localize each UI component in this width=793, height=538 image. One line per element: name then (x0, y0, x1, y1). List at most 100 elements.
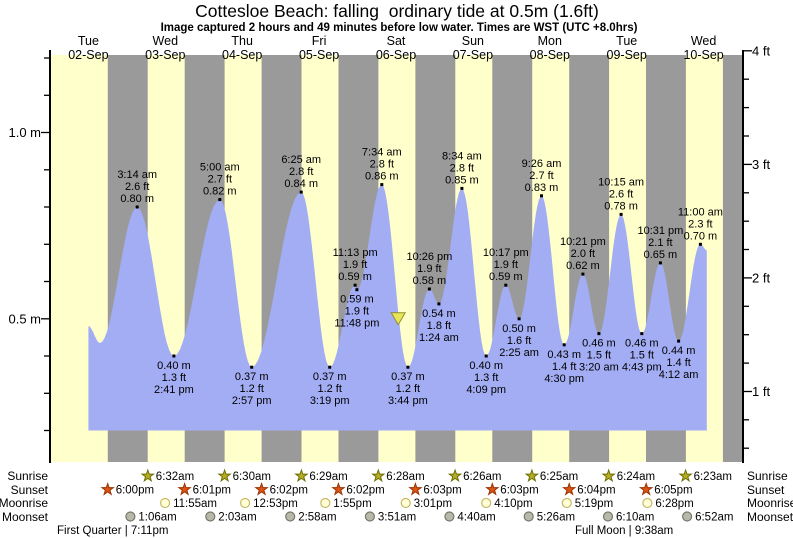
current-tide-marker (390, 312, 407, 326)
tide-high-annotation: 2.1 ft (648, 237, 672, 249)
sunset-star-icon (408, 481, 423, 496)
tide-high-annotation: 2.0 ft (571, 248, 595, 260)
tide-low-annotation: 0.46 m (625, 338, 659, 350)
tide-extreme-dot (299, 190, 303, 194)
tide-low-annotation: 4:12 am (659, 369, 699, 381)
day-label-dow: Sun (462, 34, 484, 48)
tide-high-annotation: 0.84 m (284, 178, 318, 190)
day-label-dow: Tue (616, 34, 637, 48)
moonrise-moon-icon (400, 497, 411, 509)
sunrise-time: 6:26am (463, 471, 501, 483)
moonset-moon-icon (444, 511, 455, 522)
sunset-star-icon (177, 481, 192, 496)
tide-high-annotation: 2.7 ft (208, 174, 232, 186)
sunrise-time: 6:28am (386, 471, 424, 483)
y-axis-left (49, 50, 51, 463)
tide-extreme-dot (218, 198, 222, 202)
tide-high-annotation: 1.9 ft (494, 259, 518, 271)
tide-high-annotation: 2.6 ft (609, 188, 633, 200)
tide-high-annotation: 0.85 m (445, 174, 479, 186)
moonset-moon-icon (205, 511, 216, 522)
tide-low-annotation: 0.59 m (340, 294, 374, 306)
day-label-date: 03-Sep (145, 48, 185, 62)
moonrise-moon-icon (561, 497, 572, 509)
tide-extreme-dot (380, 183, 384, 187)
current-level-triangle-icon (390, 312, 407, 326)
sunset-time: 6:02pm (346, 485, 384, 497)
page-subtitle: Image captured 2 hours and 49 minutes be… (161, 22, 638, 34)
tide-high-annotation: 2.7 ft (529, 170, 553, 182)
y-right-tick-label: 3 ft (752, 157, 770, 172)
day-label-dow: Mon (538, 34, 562, 48)
y-right-tick-label: 4 ft (752, 43, 770, 58)
tide-low-annotation: 1.5 ft (587, 350, 611, 362)
sunset-time: 6:03pm (500, 485, 538, 497)
tide-extreme-dot (581, 272, 585, 276)
tide-high-annotation: 1.9 ft (417, 263, 441, 275)
tide-high-annotation: 9:26 am (522, 158, 562, 170)
tide-low-annotation: 1.9 ft (345, 306, 369, 318)
tide-low-annotation: 0.40 m (157, 360, 191, 372)
tide-low-annotation: 0.37 m (391, 371, 425, 383)
tide-extreme-dot (698, 242, 702, 246)
tide-extreme-dot (597, 332, 601, 336)
tide-low-annotation: 0.40 m (469, 360, 503, 372)
y-left-tick-label: 1.0 m (8, 125, 41, 140)
tide-low-annotation: 0.50 m (502, 323, 536, 335)
tide-extreme-dot (437, 302, 441, 306)
sunset-star-icon (485, 481, 500, 496)
full-moon-label: Full Moon | 9:38am (575, 525, 673, 537)
moonrise-time: 11:55am (173, 498, 217, 510)
day-label-dow: Wed (153, 34, 179, 48)
row-label-sunrise-left: Sunrise (7, 469, 48, 483)
moonset-time: 2:58am (298, 512, 336, 524)
tide-high-annotation: 1.9 ft (343, 259, 367, 271)
moonset-moon-icon (523, 511, 534, 522)
tide-curve-area (88, 184, 707, 431)
tide-extreme-dot (460, 186, 464, 190)
row-label-moonset-right: Moonset (747, 510, 793, 524)
tide-low-annotation: 11:48 pm (334, 318, 379, 330)
tide-extreme-dot (677, 339, 681, 343)
tide-low-annotation: 1.3 ft (162, 372, 186, 384)
sunset-time: 6:03pm (423, 485, 461, 497)
tide-low-annotation: 0.54 m (422, 308, 456, 320)
sunrise-star-icon (294, 468, 309, 483)
tide-extreme-dot (658, 261, 662, 265)
sunset-time: 6:02pm (270, 485, 308, 497)
tide-extreme-dot (540, 194, 543, 198)
tide-high-annotation: 2.8 ft (450, 162, 474, 174)
tide-low-annotation: 0.43 m (547, 349, 581, 361)
day-label-date: 09-Sep (607, 48, 647, 62)
sunrise-star-icon (524, 468, 540, 483)
tide-low-annotation: 4:09 pm (466, 384, 506, 396)
tide-high-annotation: 0.65 m (644, 249, 678, 261)
moonset-moon-icon (364, 511, 375, 522)
moonset-moon-icon (602, 511, 614, 522)
moonset-moon-icon (125, 511, 136, 522)
tide-extreme-dot (517, 317, 521, 321)
tide-extreme-dot (562, 343, 566, 347)
day-label-date: 10-Sep (683, 48, 723, 62)
tide-low-annotation: 1.6 ft (507, 335, 531, 347)
tide-high-annotation: 0.86 m (365, 171, 399, 183)
sunrise-star-icon (140, 468, 155, 483)
day-label-date: 06-Sep (376, 48, 416, 62)
tide-low-annotation: 1.2 ft (396, 383, 420, 395)
moonrise-moon-icon (481, 497, 492, 509)
tide-extreme-dot (328, 365, 332, 369)
moonrise-moon-icon (240, 497, 251, 509)
moonset-time: 4:40am (457, 512, 495, 524)
moonrise-time: 4:10pm (494, 498, 532, 510)
tide-high-annotation: 0.78 m (604, 200, 638, 212)
sunrise-time: 6:32am (156, 471, 194, 483)
moonrise-moon-icon (642, 497, 653, 509)
day-label-dow: Thu (231, 34, 253, 48)
tide-high-annotation: 0.80 m (120, 193, 154, 205)
tide-high-annotation: 0.59 m (338, 271, 372, 283)
tide-extreme-dot (172, 354, 176, 358)
tide-low-annotation: 1:24 am (419, 332, 459, 344)
tide-high-annotation: 0.82 m (203, 186, 237, 198)
sunrise-star-icon (601, 468, 616, 483)
tide-low-annotation: 3:44 pm (388, 395, 428, 407)
